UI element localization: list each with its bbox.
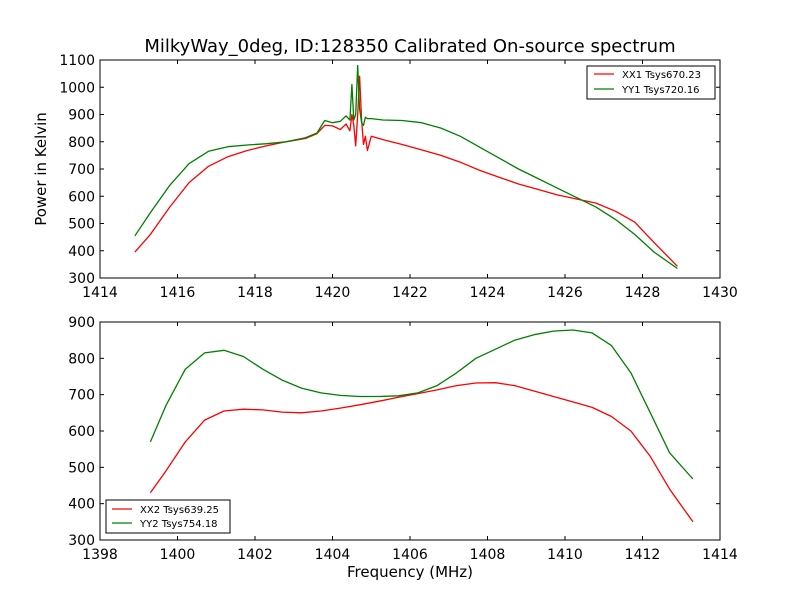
top-x-tick-label-0: 1414 xyxy=(82,285,118,301)
top-y-tick-label-1: 400 xyxy=(68,244,95,260)
top-x-tick-label-5: 1424 xyxy=(470,285,506,301)
bottom-legend: XX2 Tsys639.25 YY2 Tsys754.18 xyxy=(105,499,231,534)
bottom-x-tick-label-3: 1404 xyxy=(315,547,351,563)
bottom-x-tick-label-4: 1406 xyxy=(392,547,428,563)
bottom-legend-label-xx2: XX2 Tsys639.25 xyxy=(140,505,219,516)
bottom-x-tick-label-8: 1414 xyxy=(702,547,738,563)
bottom-legend-box xyxy=(105,499,231,534)
top-series-line-xx1 xyxy=(134,75,678,267)
top-x-tick-label-3: 1420 xyxy=(315,285,351,301)
bottom-series-line-xx2 xyxy=(149,382,694,523)
top-y-tick-label-0: 300 xyxy=(68,271,95,287)
top-y-tick-label-3: 600 xyxy=(68,189,95,205)
bottom-y-tick-label-0: 300 xyxy=(68,533,95,549)
bottom-y-tick-label-5: 800 xyxy=(68,351,95,367)
bottom-y-tick-label-2: 500 xyxy=(68,460,95,476)
top-y-tick-label-6: 900 xyxy=(68,108,95,124)
top-y-tick-label-2: 500 xyxy=(68,217,95,233)
top-y-tick-label-5: 800 xyxy=(68,135,95,151)
bottom-y-tick-label-3: 600 xyxy=(68,424,95,440)
top-y-tick-label-8: 1100 xyxy=(59,53,95,69)
bottom-x-tick-label-5: 1408 xyxy=(470,547,506,563)
bottom-x-tick-label-7: 1412 xyxy=(625,547,661,563)
bottom-x-tick-label-1: 1400 xyxy=(160,547,196,563)
bottom-series-lines xyxy=(149,329,694,523)
top-y-tick-label-7: 1000 xyxy=(59,80,95,96)
bottom-legend-label-yy2: YY2 Tsys754.18 xyxy=(139,519,218,530)
bottom-series-line-yy2 xyxy=(149,329,694,480)
bottom-plot-frame xyxy=(99,321,721,541)
top-series-lines xyxy=(134,64,678,270)
top-legend: XX1 Tsys670.23 YY1 Tsys720.16 xyxy=(586,65,716,100)
top-y-tick-label-4: 700 xyxy=(68,162,95,178)
top-legend-box xyxy=(586,65,716,100)
top-plot-frame xyxy=(99,59,721,279)
bottom-y-tick-label-1: 400 xyxy=(68,497,95,513)
bottom-spectrum-panel: Frequency (MHz) 1398 1400 1402 1404 1406 1408… xyxy=(68,315,738,581)
top-legend-label-yy1: YY1 Tsys720.16 xyxy=(621,85,700,96)
top-y-axis-label: Power in Kelvin xyxy=(32,112,50,226)
bottom-x-tick-label-6: 1410 xyxy=(547,547,583,563)
top-x-tick-label-7: 1428 xyxy=(625,285,661,301)
top-ticks-group: 1414 1416 1418 1420 1422 1424 1426 1428 1430 300 4… xyxy=(59,53,737,301)
top-series-line-yy1 xyxy=(134,64,678,270)
top-legend-label-xx1: XX1 Tsys670.23 xyxy=(622,70,701,81)
bottom-y-tick-label-4: 700 xyxy=(68,388,95,404)
bottom-x-axis-label: Frequency (MHz) xyxy=(347,563,473,581)
bottom-y-tick-label-6: 900 xyxy=(68,315,95,331)
top-x-tick-label-8: 1430 xyxy=(702,285,738,301)
top-spectrum-panel: MilkyWay_0deg, ID:128350 Calibrated On-s… xyxy=(32,36,738,301)
top-x-tick-label-6: 1426 xyxy=(547,285,583,301)
bottom-ticks-group: 1398 1400 1402 1404 1406 1408 1410 1412 1414 300 4… xyxy=(68,315,738,563)
bottom-x-tick-label-0: 1398 xyxy=(82,547,118,563)
top-x-tick-label-2: 1418 xyxy=(237,285,273,301)
chart-title: MilkyWay_0deg, ID:128350 Calibrated On-s… xyxy=(144,36,675,57)
top-x-tick-label-4: 1422 xyxy=(392,285,428,301)
top-x-tick-label-1: 1416 xyxy=(160,285,196,301)
bottom-x-tick-label-2: 1402 xyxy=(237,547,273,563)
